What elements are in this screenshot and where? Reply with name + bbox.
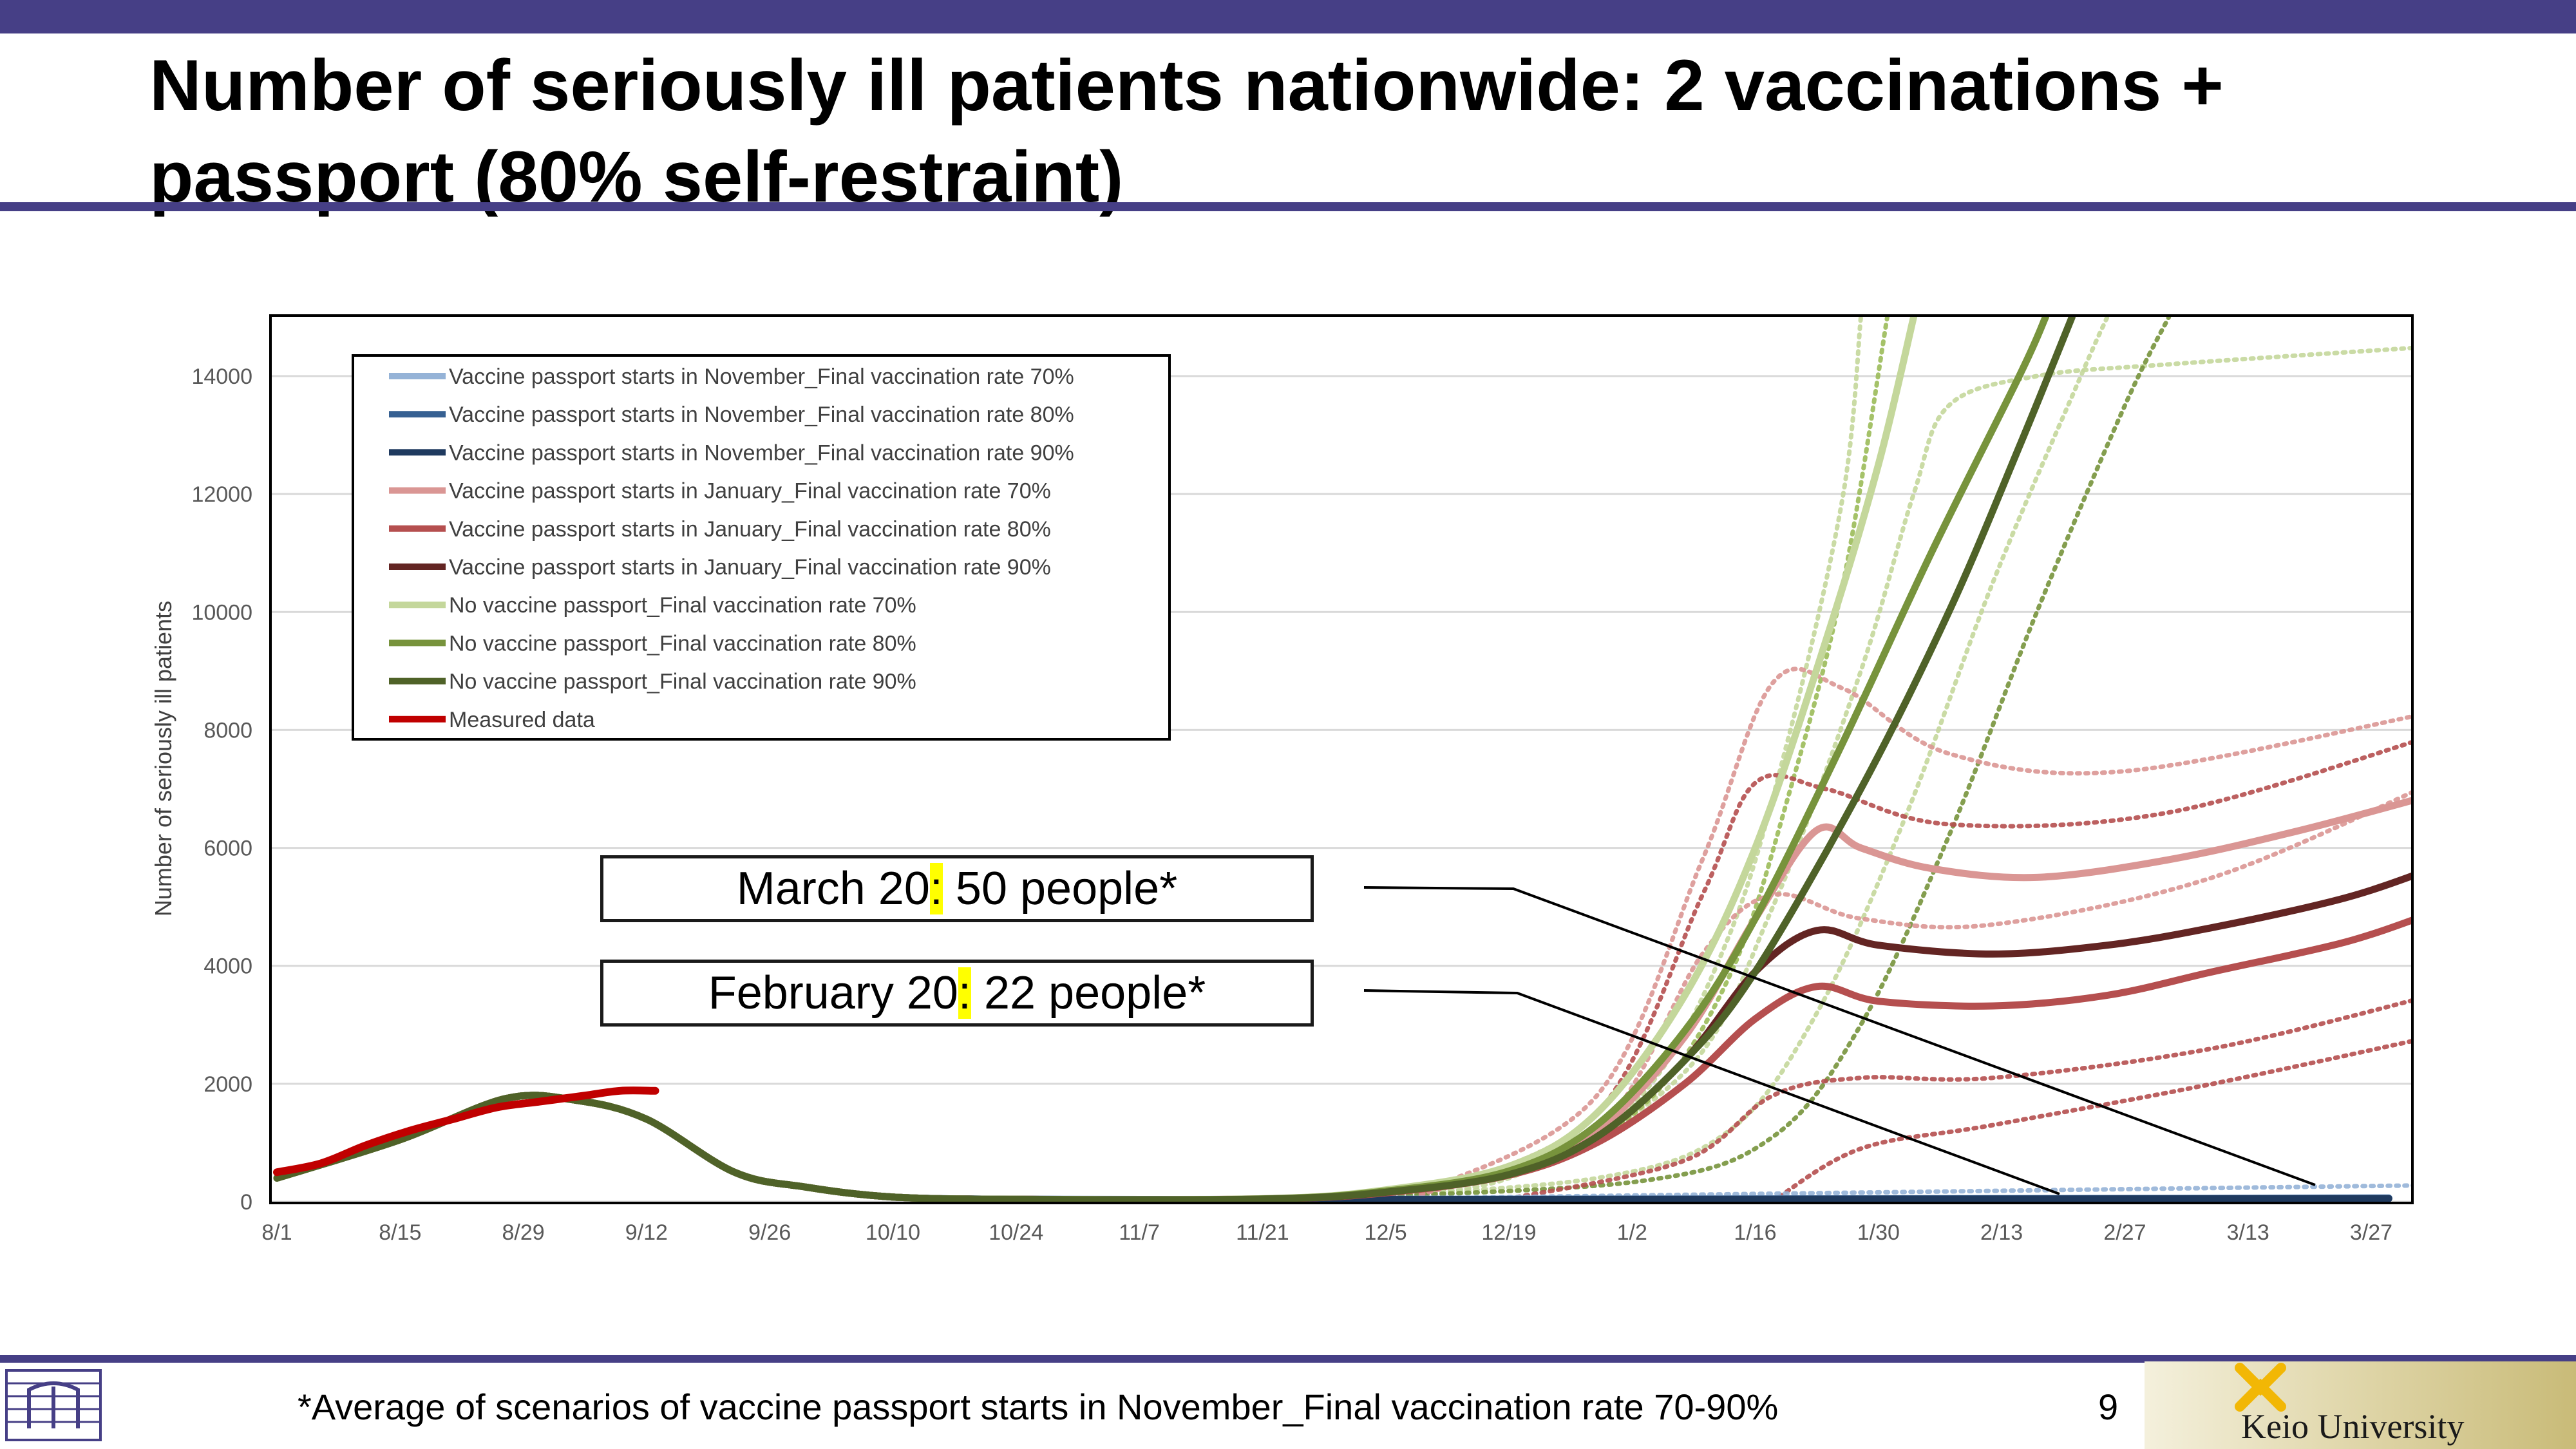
legend-label: Vaccine passport starts in November_Fina… bbox=[449, 440, 1074, 465]
x-tick-label: 10/10 bbox=[866, 1220, 920, 1245]
x-tick-label: 11/21 bbox=[1236, 1220, 1289, 1245]
slide-title: Number of seriously ill patients nationw… bbox=[149, 45, 2224, 217]
top-banner bbox=[0, 0, 2576, 33]
y-tick-label: 10000 bbox=[191, 600, 252, 625]
scenario-line-dotted bbox=[1331, 316, 2110, 1200]
y-tick-label: 6000 bbox=[204, 837, 252, 861]
series-line-9 bbox=[273, 316, 2076, 1203]
y-tick-label: 12000 bbox=[191, 482, 252, 507]
callout-march-date: March 20 bbox=[736, 863, 930, 914]
callout-march: March 20: 50 people* bbox=[600, 855, 1314, 922]
x-tick-label: 8/29 bbox=[502, 1220, 544, 1245]
x-tick-label: 8/15 bbox=[379, 1220, 421, 1245]
callout-march-colon: : bbox=[929, 863, 943, 914]
legend-label: Vaccine passport starts in January_Final… bbox=[449, 517, 1051, 542]
y-tick-label: 14000 bbox=[191, 365, 252, 389]
x-tick-label: 2/27 bbox=[2103, 1220, 2146, 1245]
scenario-line-dotted bbox=[1331, 345, 2412, 1200]
callout-connector-1 bbox=[1363, 886, 2316, 1186]
callout-february-value: 22 people* bbox=[971, 967, 1206, 1019]
series-line-5 bbox=[273, 916, 2412, 1203]
legend-label: Vaccine passport starts in November_Fina… bbox=[449, 365, 1074, 389]
series-lines bbox=[273, 316, 2412, 1203]
scenario-line-dotted bbox=[1418, 667, 2412, 1195]
x-tick-label: 9/12 bbox=[625, 1220, 668, 1245]
legend-label: No vaccine passport_Final vaccination ra… bbox=[449, 631, 916, 656]
scenario-line-dotted bbox=[1331, 316, 2172, 1200]
institution-banner: Keio University bbox=[2145, 1361, 2576, 1449]
x-tick-label: 10/24 bbox=[989, 1220, 1043, 1245]
lab-logo bbox=[5, 1369, 102, 1441]
scenario-line-dotted bbox=[1770, 1038, 2412, 1203]
callout-february-date: February 20 bbox=[708, 967, 958, 1019]
scenario-line-dotted bbox=[1506, 998, 2412, 1201]
scenario-line-dotted bbox=[1331, 316, 1863, 1200]
callout-february-colon: : bbox=[958, 967, 971, 1019]
legend-label: Vaccine passport starts in January_Final… bbox=[449, 479, 1051, 504]
x-tick-label: 2/13 bbox=[1980, 1220, 2023, 1245]
x-tick-label: 9/26 bbox=[748, 1220, 791, 1245]
x-tick-label: 3/27 bbox=[2350, 1220, 2392, 1245]
y-tick-label: 4000 bbox=[204, 954, 252, 979]
institution-name: Keio University bbox=[2241, 1407, 2465, 1446]
x-tick-label: 11/7 bbox=[1119, 1220, 1160, 1245]
footnote: *Average of scenarios of vaccine passpor… bbox=[298, 1387, 1779, 1427]
legend-label: No vaccine passport_Final vaccination ra… bbox=[449, 670, 916, 694]
legend-label: Vaccine passport starts in November_Fina… bbox=[449, 402, 1074, 427]
y-tick-label: 0 bbox=[240, 1190, 252, 1215]
x-tick-label: 1/2 bbox=[1617, 1220, 1647, 1245]
legend: Vaccine passport starts in November_Fina… bbox=[352, 354, 1171, 741]
series-line-10 bbox=[273, 1086, 659, 1177]
callout-arrows bbox=[1363, 886, 2316, 1195]
callout-february: February 20: 22 people* bbox=[600, 960, 1314, 1027]
y-tick-label: 8000 bbox=[204, 718, 252, 743]
y-axis-label: Number of seriously ill patients bbox=[150, 601, 176, 916]
y-tick-label: 2000 bbox=[204, 1072, 252, 1097]
legend-box bbox=[352, 354, 1171, 741]
legend-label: Vaccine passport starts in January_Final… bbox=[449, 555, 1051, 580]
x-tick-label: 1/16 bbox=[1734, 1220, 1776, 1245]
x-tick-label: 1/30 bbox=[1857, 1220, 1900, 1245]
axes: 0 2000 4000 6000 8000 10000 12000 14000 8/1 8/15 8… bbox=[150, 314, 2414, 1245]
footer-rule bbox=[0, 1355, 2576, 1363]
legend-label: No vaccine passport_Final vaccination ra… bbox=[449, 593, 916, 618]
page-number: 9 bbox=[2098, 1387, 2119, 1427]
x-tick-label: 12/5 bbox=[1365, 1220, 1407, 1245]
callout-march-value: 50 people* bbox=[942, 863, 1178, 914]
x-tick-label: 12/19 bbox=[1481, 1220, 1536, 1245]
x-tick-label: 3/13 bbox=[2227, 1220, 2269, 1245]
pen-emblem-icon bbox=[2235, 1363, 2286, 1412]
callout-connector-2 bbox=[1363, 989, 2060, 1195]
x-tick-label: 8/1 bbox=[261, 1220, 292, 1245]
title-rule bbox=[0, 202, 2576, 211]
plot-area-border bbox=[269, 314, 2414, 1204]
scenario-line-dotted bbox=[1331, 316, 1889, 1200]
legend-label: Measured data bbox=[449, 708, 595, 732]
